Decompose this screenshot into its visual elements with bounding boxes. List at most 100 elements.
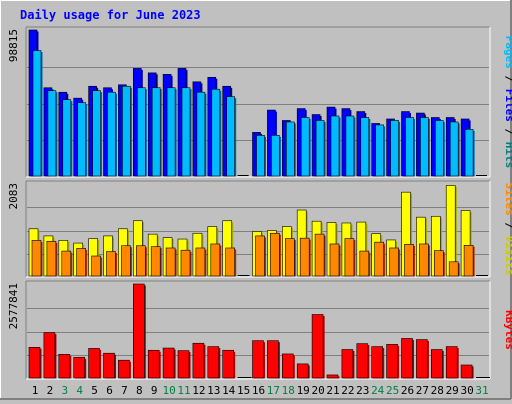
bar-files-8 bbox=[137, 87, 146, 177]
x-tick-label-23: 23 bbox=[356, 384, 369, 397]
bar-files-12 bbox=[196, 91, 206, 177]
bar-kbytes-24 bbox=[371, 346, 384, 379]
bar-kbytes-11 bbox=[177, 350, 190, 379]
bar-sites-16 bbox=[255, 235, 265, 277]
bar-sites-20 bbox=[314, 233, 325, 277]
bar-sites-29 bbox=[448, 261, 459, 277]
bar-files-13 bbox=[211, 88, 221, 177]
bar-kbytes-5 bbox=[88, 348, 100, 379]
x-tick-label-25: 25 bbox=[386, 384, 399, 397]
series-legend: Pages / Files / Hits bbox=[503, 36, 512, 169]
bar-sites-21 bbox=[329, 243, 340, 277]
bar-sites-27 bbox=[419, 243, 429, 277]
bar-kbytes-19 bbox=[296, 363, 309, 379]
x-tick-label-20: 20 bbox=[311, 384, 324, 397]
bar-files-30 bbox=[464, 129, 474, 177]
bar-sites-13 bbox=[210, 243, 221, 277]
bar-files-2 bbox=[47, 90, 57, 177]
bar-kbytes-16 bbox=[252, 340, 264, 379]
x-tick-label-4: 4 bbox=[76, 384, 83, 397]
x-tick-label-7: 7 bbox=[121, 384, 128, 397]
bar-kbytes-2 bbox=[43, 332, 56, 379]
legend-label: / bbox=[503, 69, 512, 89]
x-tick-label-11: 11 bbox=[177, 384, 190, 397]
x-tick-label-9: 9 bbox=[151, 384, 158, 397]
bar-sites-4 bbox=[76, 248, 86, 277]
legend-label: Files bbox=[503, 89, 512, 122]
bar-kbytes-9 bbox=[147, 349, 160, 379]
bar-kbytes-13 bbox=[207, 346, 220, 379]
bar-kbytes-29 bbox=[445, 346, 458, 379]
bar-files-7 bbox=[122, 85, 131, 177]
bar-files-27 bbox=[420, 117, 429, 177]
x-tick-label-3: 3 bbox=[61, 384, 68, 397]
bar-kbytes-14 bbox=[222, 349, 234, 379]
bar-files-24 bbox=[375, 124, 385, 177]
bar-empty bbox=[476, 175, 487, 176]
legend-label: Visits bbox=[503, 236, 512, 276]
chart-panel-2: 2083 Sites / Visits bbox=[7, 180, 512, 278]
x-tick-label-30: 30 bbox=[460, 384, 473, 397]
bar-empty bbox=[237, 377, 252, 378]
y-tick-label: 98815 bbox=[7, 29, 20, 62]
x-tick-label-8: 8 bbox=[136, 384, 143, 397]
bar-sites-17 bbox=[270, 232, 280, 277]
x-tick-label-21: 21 bbox=[326, 384, 339, 397]
bar-files-10 bbox=[166, 87, 176, 177]
x-tick-label-10: 10 bbox=[162, 384, 175, 397]
bar-sites-30 bbox=[463, 245, 474, 277]
bar-files-17 bbox=[271, 135, 280, 177]
legend-label: KBytes bbox=[503, 310, 512, 350]
bar-kbytes-6 bbox=[103, 352, 115, 379]
x-tick-label-29: 29 bbox=[446, 384, 459, 397]
bar-empty bbox=[237, 175, 249, 176]
x-tick-label-14: 14 bbox=[222, 384, 236, 397]
bar-sites-28 bbox=[433, 250, 444, 277]
bar-sites-5 bbox=[91, 255, 101, 277]
bar-files-9 bbox=[151, 87, 161, 177]
bar-files-28 bbox=[434, 120, 444, 177]
legend-label: / bbox=[503, 216, 512, 236]
bar-kbytes-30 bbox=[460, 364, 473, 379]
bar-files-22 bbox=[345, 115, 355, 177]
bar-sites-24 bbox=[374, 241, 385, 277]
bar-kbytes-4 bbox=[73, 356, 85, 379]
bar-files-21 bbox=[330, 115, 340, 177]
bar-sites-12 bbox=[195, 247, 206, 277]
bar-kbytes-28 bbox=[430, 349, 443, 379]
y-tick-label: 2083 bbox=[7, 183, 20, 210]
bar-empty bbox=[476, 377, 490, 378]
x-tick-label-2: 2 bbox=[47, 384, 54, 397]
bar-files-11 bbox=[181, 87, 191, 177]
series-legend: Sites / Visits bbox=[503, 183, 512, 276]
x-tick-label-24: 24 bbox=[371, 384, 385, 397]
bar-sites-8 bbox=[136, 245, 146, 277]
bar-sites-2 bbox=[46, 240, 57, 277]
x-tick-label-31: 31 bbox=[475, 384, 488, 397]
x-tick-label-1: 1 bbox=[32, 384, 39, 397]
legend-label: / bbox=[503, 122, 512, 142]
bar-sites-10 bbox=[165, 247, 176, 277]
bar-kbytes-10 bbox=[162, 347, 175, 379]
bar-kbytes-20 bbox=[311, 314, 324, 379]
x-tick-label-15: 15 bbox=[237, 384, 250, 397]
bar-kbytes-7 bbox=[118, 359, 130, 379]
bar-sites-3 bbox=[61, 250, 72, 277]
bar-sites-19 bbox=[299, 237, 310, 277]
bar-sites-23 bbox=[359, 250, 370, 277]
x-tick-label-18: 18 bbox=[282, 384, 295, 397]
bar-files-6 bbox=[107, 91, 116, 177]
bar-kbytes-23 bbox=[356, 343, 369, 379]
x-tick-label-27: 27 bbox=[416, 384, 429, 397]
bar-files-3 bbox=[62, 99, 72, 177]
x-tick-label-16: 16 bbox=[252, 384, 265, 397]
bar-sites-25 bbox=[389, 247, 399, 277]
x-tick-label-17: 17 bbox=[267, 384, 280, 397]
x-tick-label-28: 28 bbox=[431, 384, 444, 397]
x-tick-label-5: 5 bbox=[91, 384, 98, 397]
bar-files-29 bbox=[449, 121, 459, 177]
bar-kbytes-3 bbox=[58, 354, 71, 379]
bar-kbytes-25 bbox=[386, 344, 398, 379]
